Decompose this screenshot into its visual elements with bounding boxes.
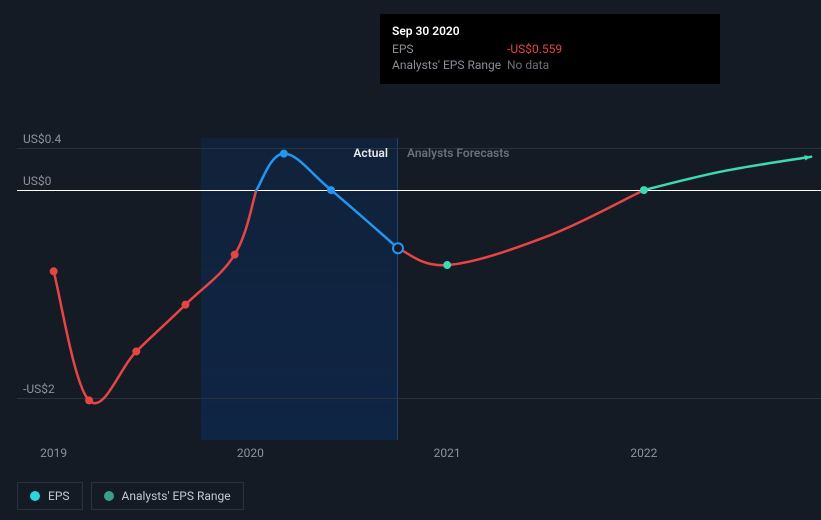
legend-label: Analysts' EPS Range xyxy=(122,489,231,503)
legend-item-eps[interactable]: EPS xyxy=(17,482,83,510)
legend-marker-icon xyxy=(104,491,114,501)
tooltip-row-value: No data xyxy=(507,58,549,72)
legend: EPS Analysts' EPS Range xyxy=(17,482,244,510)
legend-item-analysts-range[interactable]: Analysts' EPS Range xyxy=(91,482,244,510)
legend-label: EPS xyxy=(48,489,70,503)
tooltip-row-label: EPS xyxy=(392,42,507,56)
legend-marker-icon xyxy=(30,491,40,501)
tooltip-row-label: Analysts' EPS Range xyxy=(392,58,507,72)
chart-tooltip: Sep 30 2020 EPS-US$0.559Analysts' EPS Ra… xyxy=(380,14,720,84)
tooltip-date: Sep 30 2020 xyxy=(392,24,708,38)
tooltip-row-value: -US$0.559 xyxy=(507,42,562,56)
